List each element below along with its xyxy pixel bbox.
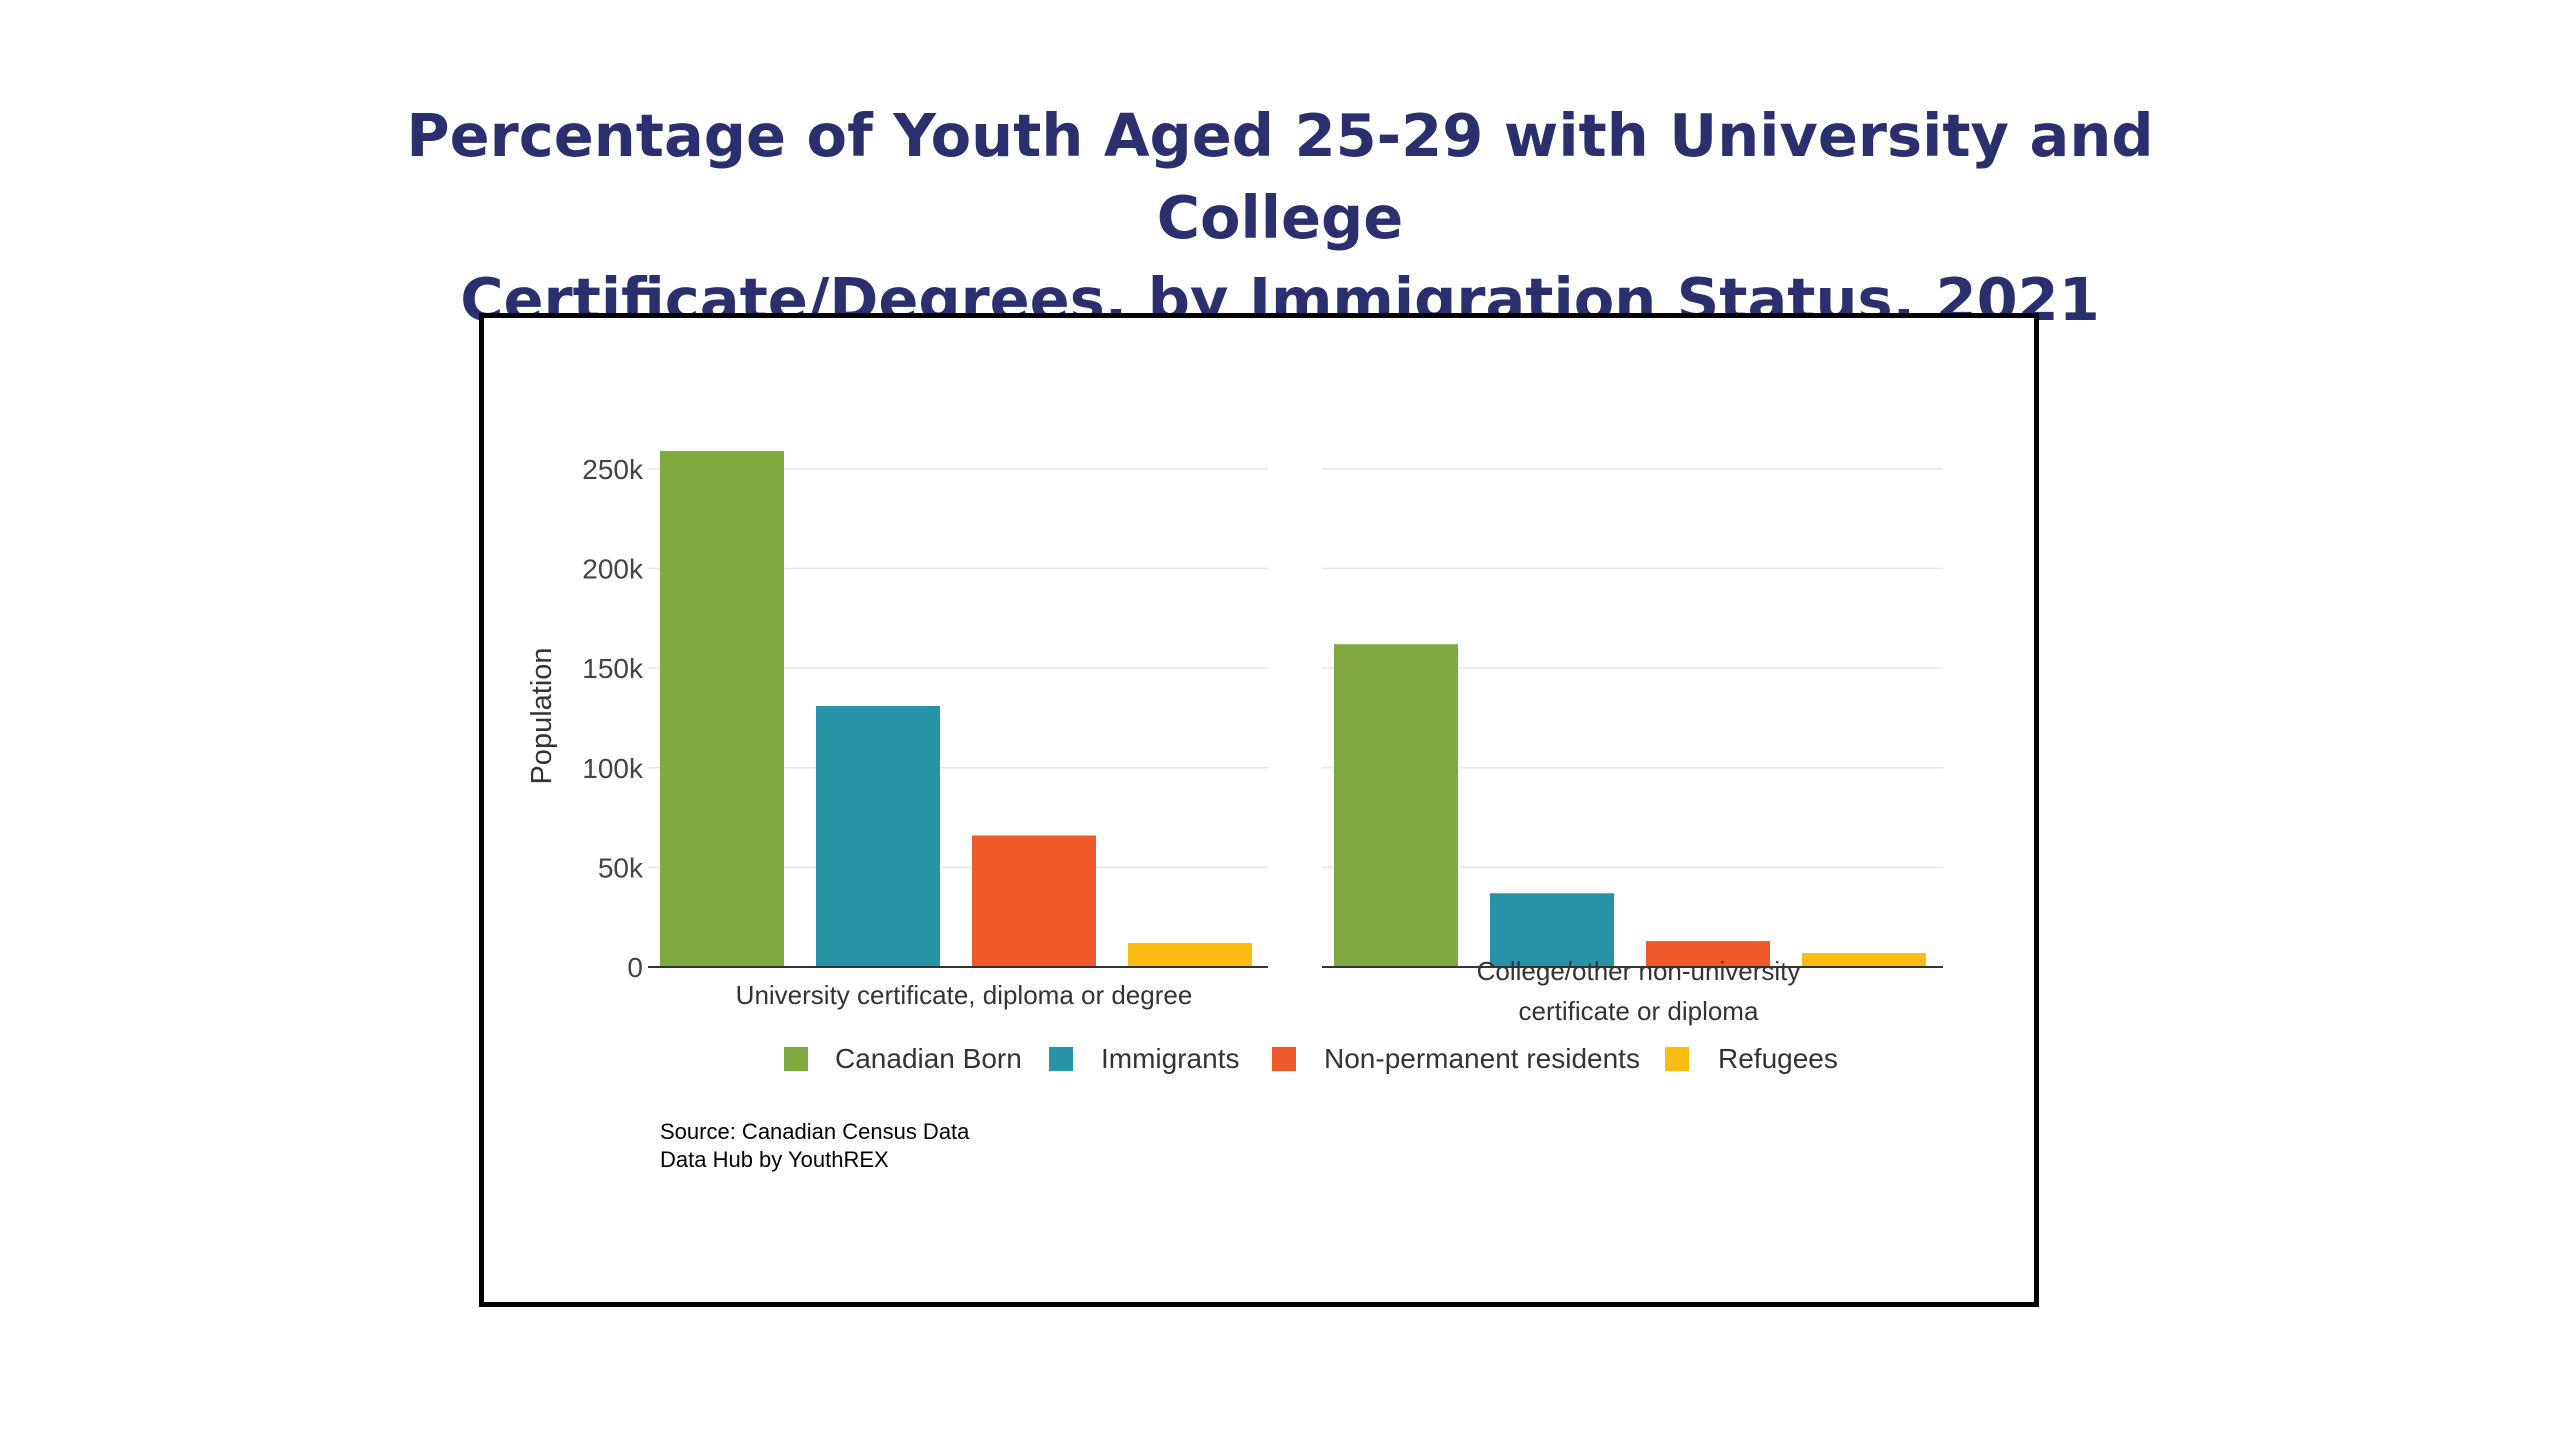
bar-canadian-born [660, 450, 784, 967]
category-label: University certificate, diploma or degre… [736, 980, 1193, 1010]
y-tick-label: 200k [582, 554, 644, 585]
legend-label: Canadian Born [835, 1043, 1022, 1074]
bar-refugees [1128, 943, 1252, 967]
legend-swatch [1665, 1047, 1689, 1071]
bar-canadian-born [1334, 644, 1458, 967]
y-tick-label: 50k [598, 852, 644, 883]
source-line-2: Data Hub by YouthREX [660, 1147, 889, 1172]
y-tick-label: 150k [582, 653, 644, 684]
y-tick-label: 250k [582, 454, 644, 485]
bar-immigrants [1490, 893, 1614, 967]
bar-non-permanent-residents [1646, 941, 1770, 967]
bar-refugees [1802, 953, 1926, 967]
title-line-1: Percentage of Youth Aged 25-29 with Univ… [406, 101, 2154, 252]
legend-swatch [1272, 1047, 1296, 1071]
bar-non-permanent-residents [972, 835, 1096, 967]
legend-label: Immigrants [1101, 1043, 1239, 1074]
legend-swatch [784, 1047, 808, 1071]
y-axis-label: Population [526, 647, 558, 784]
legend-swatch [1049, 1047, 1073, 1071]
category-label: certificate or diploma [1519, 996, 1759, 1026]
y-tick-label: 100k [582, 753, 644, 784]
legend-label: Non-permanent residents [1324, 1043, 1640, 1074]
legend-label: Refugees [1718, 1043, 1838, 1074]
source-note: Source: Canadian Census Data Data Hub by… [660, 1118, 969, 1174]
category-label: College/other non-university [1477, 956, 1801, 986]
bar-immigrants [816, 706, 940, 967]
source-line-1: Source: Canadian Census Data [660, 1119, 970, 1144]
y-tick-label: 0 [627, 952, 643, 983]
